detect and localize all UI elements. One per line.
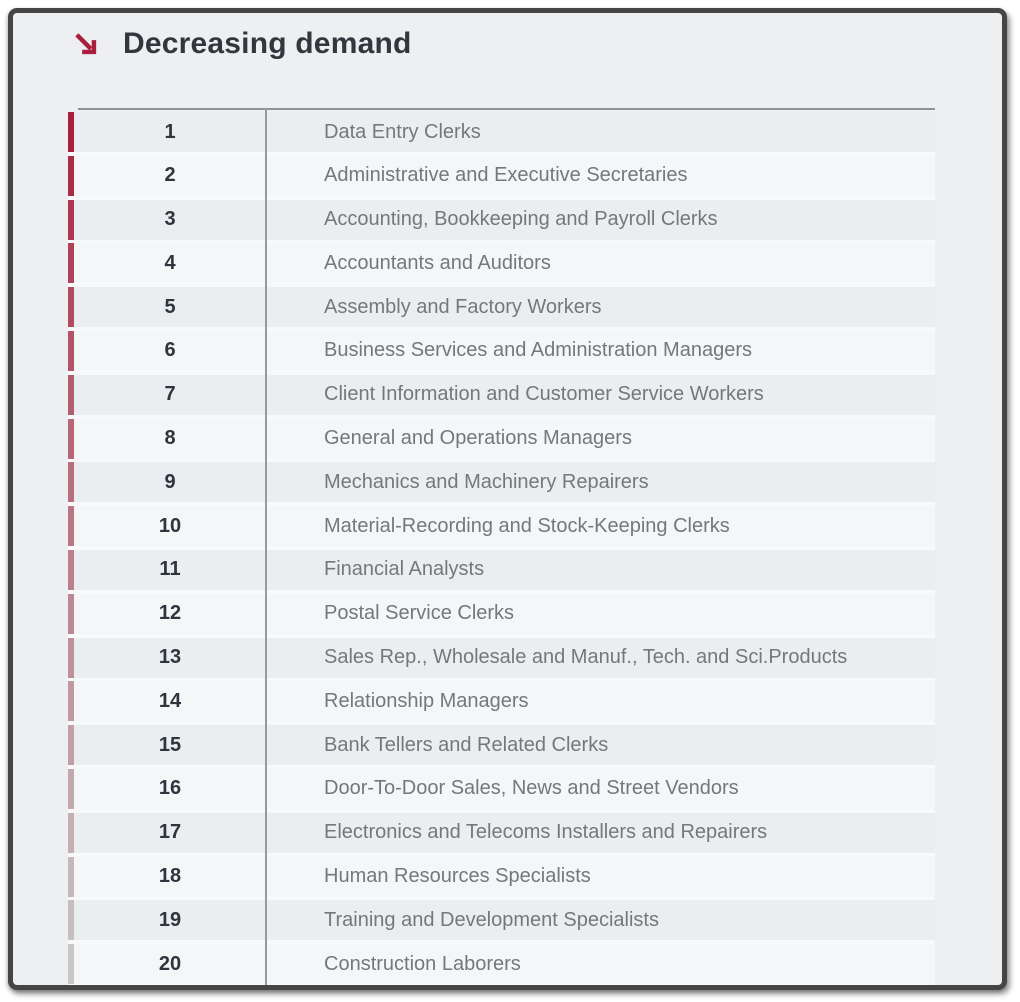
rank-cell: 1 <box>74 112 266 152</box>
table-row: 5 Assembly and Factory Workers <box>68 287 935 328</box>
table-row: 12 Postal Service Clerks <box>68 593 935 634</box>
rank-table: 1 Data Entry Clerks 2 Administrative and… <box>68 108 935 985</box>
rank-cell: 15 <box>74 725 266 766</box>
occupation-cell: Financial Analysts <box>266 549 935 590</box>
table-row: 17 Electronics and Telecoms Installers a… <box>68 812 935 853</box>
table-row: 3 Accounting, Bookkeeping and Payroll Cl… <box>68 199 935 240</box>
rank-cell: 6 <box>74 330 266 371</box>
occupation-cell: Sales Rep., Wholesale and Manuf., Tech. … <box>266 637 935 678</box>
table-row: 13 Sales Rep., Wholesale and Manuf., Tec… <box>68 637 935 678</box>
row-accent-bar <box>68 856 74 897</box>
row-accent-bar <box>68 418 74 459</box>
row-accent-bar <box>68 330 74 371</box>
row-accent-bar <box>68 900 74 941</box>
table-row: 19 Training and Development Specialists <box>68 900 935 941</box>
figure-header: Decreasing demand <box>73 27 412 61</box>
occupation-cell: Human Resources Specialists <box>266 856 935 897</box>
table-row: 14 Relationship Managers <box>68 681 935 722</box>
report-figure: Decreasing demand 1 Data Entry Clerks 2 … <box>8 8 1007 990</box>
occupation-cell: Accountants and Auditors <box>266 243 935 284</box>
occupation-cell: Electronics and Telecoms Installers and … <box>266 812 935 853</box>
occupation-cell: Client Information and Customer Service … <box>266 374 935 415</box>
table-row: 9 Mechanics and Machinery Repairers <box>68 462 935 503</box>
rank-cell: 14 <box>74 681 266 722</box>
table-row: 4 Accountants and Auditors <box>68 243 935 284</box>
occupation-cell: Postal Service Clerks <box>266 593 935 634</box>
rank-cell: 19 <box>74 900 266 941</box>
row-accent-bar <box>68 199 74 240</box>
table-row: 7 Client Information and Customer Servic… <box>68 374 935 415</box>
occupation-cell: Training and Development Specialists <box>266 900 935 941</box>
row-accent-bar <box>68 768 74 809</box>
table-row: 16 Door-To-Door Sales, News and Street V… <box>68 768 935 809</box>
row-accent-bar <box>68 287 74 328</box>
figure-title: Decreasing demand <box>123 27 412 60</box>
table-row: 18 Human Resources Specialists <box>68 856 935 897</box>
occupation-cell: Business Services and Administration Man… <box>266 330 935 371</box>
rank-cell: 8 <box>74 418 266 459</box>
row-accent-bar <box>68 593 74 634</box>
table-row: 1 Data Entry Clerks <box>68 112 935 152</box>
occupation-cell: Construction Laborers <box>266 944 935 985</box>
row-accent-bar <box>68 112 74 152</box>
rank-cell: 16 <box>74 768 266 809</box>
occupation-cell: General and Operations Managers <box>266 418 935 459</box>
rank-cell: 10 <box>74 506 266 547</box>
row-accent-bar <box>68 681 74 722</box>
table-row: 11 Financial Analysts <box>68 549 935 590</box>
occupation-cell: Data Entry Clerks <box>266 112 935 152</box>
occupation-cell: Administrative and Executive Secretaries <box>266 155 935 196</box>
column-divider <box>265 108 267 985</box>
rank-cell: 2 <box>74 155 266 196</box>
rank-cell: 20 <box>74 944 266 985</box>
occupation-cell: Assembly and Factory Workers <box>266 287 935 328</box>
occupation-cell: Accounting, Bookkeeping and Payroll Cler… <box>266 199 935 240</box>
table-row: 10 Material-Recording and Stock-Keeping … <box>68 506 935 547</box>
table-top-border <box>78 108 935 110</box>
table-row: 6 Business Services and Administration M… <box>68 330 935 371</box>
row-accent-bar <box>68 243 74 284</box>
row-accent-bar <box>68 506 74 547</box>
rank-cell: 5 <box>74 287 266 328</box>
rank-cell: 11 <box>74 549 266 590</box>
rank-cell: 18 <box>74 856 266 897</box>
occupation-cell: Material-Recording and Stock-Keeping Cle… <box>266 506 935 547</box>
row-accent-bar <box>68 637 74 678</box>
rank-cell: 9 <box>74 462 266 503</box>
rank-cell: 13 <box>74 637 266 678</box>
row-accent-bar <box>68 944 74 985</box>
row-accent-bar <box>68 155 74 196</box>
rank-cell: 12 <box>74 593 266 634</box>
rank-cell: 4 <box>74 243 266 284</box>
table-row: 15 Bank Tellers and Related Clerks <box>68 725 935 766</box>
table-row: 8 General and Operations Managers <box>68 418 935 459</box>
row-accent-bar <box>68 812 74 853</box>
occupation-cell: Door-To-Door Sales, News and Street Vend… <box>266 768 935 809</box>
row-accent-bar <box>68 549 74 590</box>
rank-table-rows: 1 Data Entry Clerks 2 Administrative and… <box>68 112 935 985</box>
trend-down-arrow-icon <box>73 31 100 58</box>
occupation-cell: Bank Tellers and Related Clerks <box>266 725 935 766</box>
row-accent-bar <box>68 374 74 415</box>
rank-cell: 17 <box>74 812 266 853</box>
occupation-cell: Mechanics and Machinery Repairers <box>266 462 935 503</box>
row-accent-bar <box>68 725 74 766</box>
rank-cell: 7 <box>74 374 266 415</box>
row-accent-bar <box>68 462 74 503</box>
table-row: 20 Construction Laborers <box>68 944 935 985</box>
rank-cell: 3 <box>74 199 266 240</box>
table-row: 2 Administrative and Executive Secretari… <box>68 155 935 196</box>
occupation-cell: Relationship Managers <box>266 681 935 722</box>
